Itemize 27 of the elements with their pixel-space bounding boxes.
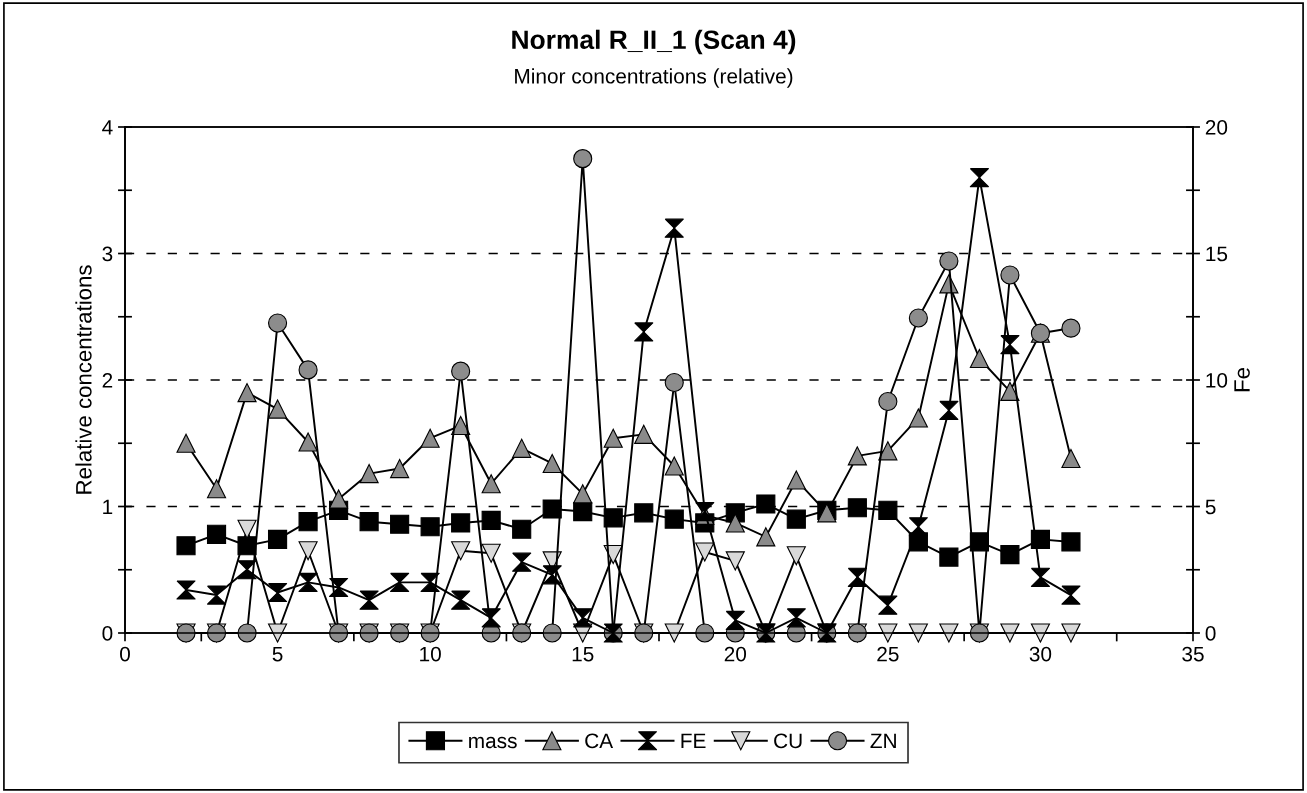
- legend-label: ZN: [870, 733, 896, 749]
- y-tick-label: 3: [102, 246, 113, 262]
- x-tick-label: 35: [1182, 646, 1204, 662]
- y2-tick-label: 10: [1206, 373, 1228, 388]
- y-tick-label: 4: [102, 120, 113, 135]
- y-tick-label: 1: [103, 499, 113, 515]
- x-tick-label: 25: [877, 646, 899, 662]
- legend-label: CU: [774, 733, 802, 749]
- legend-label: FE: [681, 733, 706, 749]
- y2-tick-label: 15: [1206, 246, 1228, 262]
- legend-label: mass: [469, 736, 517, 749]
- y2-tick-label: 5: [1205, 499, 1216, 515]
- x-tick-label: 0: [120, 646, 130, 662]
- y2-tick-label: 0: [1205, 626, 1216, 641]
- y-tick-label: 2: [102, 373, 113, 388]
- y-axis-title: Relative concentrations: [75, 265, 92, 494]
- chart-title: Normal R_II_1 (Scan 4): [512, 29, 796, 55]
- y2-axis-title: Fe: [1234, 368, 1250, 392]
- chart-subtitle: Minor concentrations (relative): [515, 68, 793, 88]
- x-tick-label: 15: [572, 646, 594, 662]
- x-tick-label: 10: [420, 646, 441, 662]
- x-tick-label: 5: [272, 646, 283, 662]
- x-tick-label: 20: [724, 646, 747, 662]
- y2-tick-label: 20: [1205, 120, 1228, 135]
- x-tick-label: 30: [1029, 646, 1052, 662]
- legend-label: CA: [585, 733, 614, 749]
- y-tick-label: 0: [102, 626, 113, 641]
